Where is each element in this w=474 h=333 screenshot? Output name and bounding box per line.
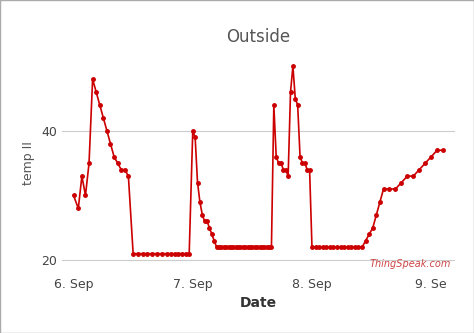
Text: Field 3 Chart: Field 3 Chart [14,13,104,27]
Title: Outside: Outside [226,28,291,46]
Y-axis label: temp II: temp II [22,141,36,185]
X-axis label: Date: Date [240,296,277,310]
Text: ThingSpeak.com: ThingSpeak.com [370,259,451,269]
